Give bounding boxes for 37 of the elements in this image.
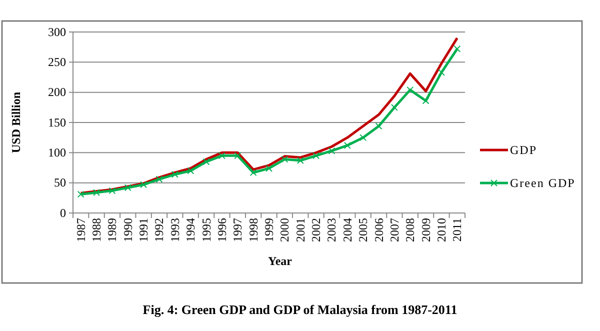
x-tick-label: 2005 <box>356 218 370 242</box>
legend-label: GDP <box>510 143 538 157</box>
x-tick-label: 1998 <box>246 218 260 242</box>
caption: Fig. 4: Green GDP and GDP of Malaysia from 1987-2011 <box>142 302 458 317</box>
y-tick-label: 250 <box>48 55 66 70</box>
x-tick-label: 2000 <box>278 218 292 242</box>
x-tick-label: 2006 <box>372 218 386 242</box>
x-tick-label: 1990 <box>120 218 135 242</box>
x-tick-label: 2003 <box>324 218 339 242</box>
x-tick-label: 2010 <box>434 218 448 242</box>
x-tick-label: 1999 <box>262 218 276 242</box>
x-tick-label: 1996 <box>214 218 229 242</box>
x-tick-label: 1994 <box>184 218 198 242</box>
x-tick-label: 1995 <box>199 218 214 242</box>
x-tick-label: 2007 <box>387 218 402 242</box>
x-tick-label: 2008 <box>403 218 418 242</box>
x-tick-label: 2004 <box>340 218 354 242</box>
x-tick-label: 1987 <box>74 218 88 242</box>
x-tick-label: 1988 <box>90 218 104 242</box>
x-tick-label: 1991 <box>136 218 151 242</box>
legend-label: Green GDP <box>510 176 576 190</box>
x-tick-label: 2009 <box>418 218 433 242</box>
y-tick-label: 300 <box>48 24 66 39</box>
x-tick-label: 2001 <box>293 218 308 242</box>
x-tick-label: 2002 <box>309 218 324 242</box>
x-tick-label: 1993 <box>168 218 182 242</box>
y-tick-label: 50 <box>54 176 66 190</box>
x-tick-label: 1992 <box>152 218 166 242</box>
y-tick-label: 150 <box>48 115 66 130</box>
x-axis-title: Year <box>268 254 293 268</box>
y-axis-title: USD Billion <box>9 92 23 154</box>
y-tick-label: 200 <box>48 85 66 100</box>
x-tick-label: 2011 <box>450 218 464 242</box>
x-tick-label: 1989 <box>105 218 120 242</box>
x-tick-label: 1997 <box>230 218 245 242</box>
y-tick-label: 0 <box>60 206 66 220</box>
y-tick-label: 100 <box>48 146 66 160</box>
